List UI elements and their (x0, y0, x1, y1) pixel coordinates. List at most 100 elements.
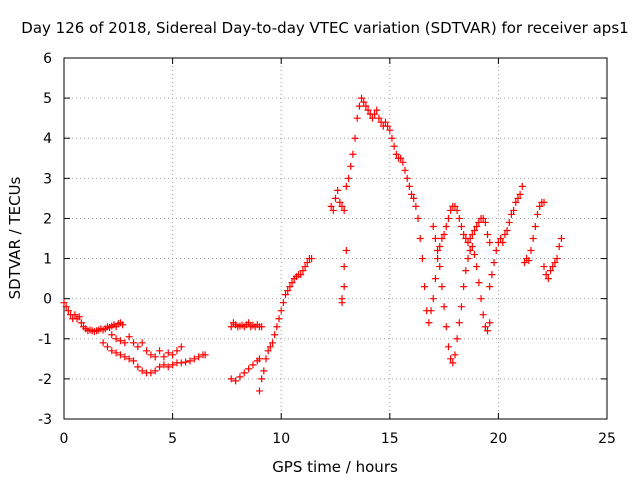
data-point (368, 114, 376, 122)
data-point (453, 335, 461, 343)
axis-ticks: 0 5 10 15 20 25 -3 -2 -1 0 1 2 3 4 5 6 (38, 51, 616, 447)
data-point (392, 150, 400, 158)
data-point (119, 321, 127, 329)
data-point (431, 235, 439, 242)
data-point (447, 206, 455, 214)
data-point (477, 295, 485, 303)
data-point (466, 235, 474, 242)
series-seg4 (227, 319, 266, 331)
data-point (503, 226, 511, 234)
data-point (520, 259, 528, 267)
data-point (434, 255, 442, 263)
data-point (473, 222, 481, 230)
data-point (512, 198, 520, 206)
data-point (421, 283, 429, 291)
data-point (288, 279, 296, 287)
data-point (488, 271, 496, 279)
data-point (60, 299, 68, 307)
data-point (329, 206, 337, 214)
data-point (177, 343, 185, 351)
data-point (151, 353, 159, 361)
data-point (451, 351, 459, 359)
data-point (147, 351, 155, 359)
data-point (182, 358, 190, 366)
data-point (497, 235, 505, 242)
data-point (549, 263, 557, 271)
data-point (151, 367, 159, 375)
data-point (373, 106, 381, 114)
data-point (332, 194, 339, 202)
x-axis-label: GPS time / hours (272, 458, 398, 476)
chart-title: Day 126 of 2018, Sidereal Day-to-day VTE… (21, 19, 628, 37)
data-point (258, 323, 266, 331)
y-axis-label: SDTVAR / TECUs (6, 176, 24, 299)
x-tick-label: 25 (598, 431, 616, 447)
data-point (362, 102, 370, 110)
data-point (405, 182, 413, 190)
data-point (551, 259, 559, 267)
data-point (156, 363, 164, 371)
data-point (464, 239, 472, 247)
data-point (553, 255, 561, 263)
data-point (388, 134, 396, 142)
data-point (164, 363, 172, 371)
plot-frame (63, 57, 608, 420)
data-point (455, 214, 463, 222)
data-point (410, 194, 418, 202)
data-point (460, 230, 468, 238)
data-point (130, 357, 138, 365)
data-point (245, 365, 253, 373)
data-point (190, 355, 198, 363)
data-point (510, 206, 518, 214)
data-point (258, 375, 266, 383)
data-point (349, 150, 357, 158)
data-point (501, 230, 509, 238)
series-seg1 (60, 299, 127, 336)
data-point (340, 283, 348, 291)
y-tick-label: 5 (43, 91, 52, 107)
data-point (531, 222, 539, 230)
data-point (401, 166, 409, 174)
data-point (414, 214, 422, 222)
data-point (444, 343, 452, 351)
series-seg7 (327, 94, 494, 327)
data-point (160, 353, 168, 361)
data-point (475, 218, 483, 226)
y-tick-label: 4 (43, 131, 52, 147)
data-point (255, 387, 263, 395)
data-point (351, 134, 359, 142)
x-tick-label: 10 (272, 431, 290, 447)
data-point (116, 351, 124, 359)
series-seg2 (99, 339, 209, 377)
data-point (299, 267, 307, 275)
data-point (455, 319, 463, 327)
data-point (169, 351, 177, 359)
series-seg5 (227, 355, 263, 385)
series-seg12 (338, 247, 350, 307)
data-point (147, 369, 155, 377)
data-point (164, 349, 172, 357)
data-point (71, 311, 79, 319)
data-point (108, 347, 116, 355)
data-point (143, 347, 151, 355)
y-tick-label: -1 (38, 332, 52, 348)
data-point (77, 319, 85, 327)
data-point (505, 218, 513, 226)
data-point (345, 174, 353, 182)
data-point (442, 323, 450, 331)
y-tick-label: 3 (43, 171, 52, 187)
data-point (201, 351, 209, 359)
data-point (303, 259, 311, 267)
data-point (447, 355, 455, 363)
data-point (468, 230, 476, 238)
data-point (460, 283, 468, 291)
data-point (403, 174, 411, 182)
data-point (358, 94, 366, 102)
data-point (416, 235, 424, 242)
data-point (418, 255, 426, 263)
data-point (384, 122, 392, 130)
data-point (232, 377, 240, 385)
series-seg9 (486, 182, 526, 291)
data-point (533, 210, 541, 218)
data-point (475, 279, 483, 287)
